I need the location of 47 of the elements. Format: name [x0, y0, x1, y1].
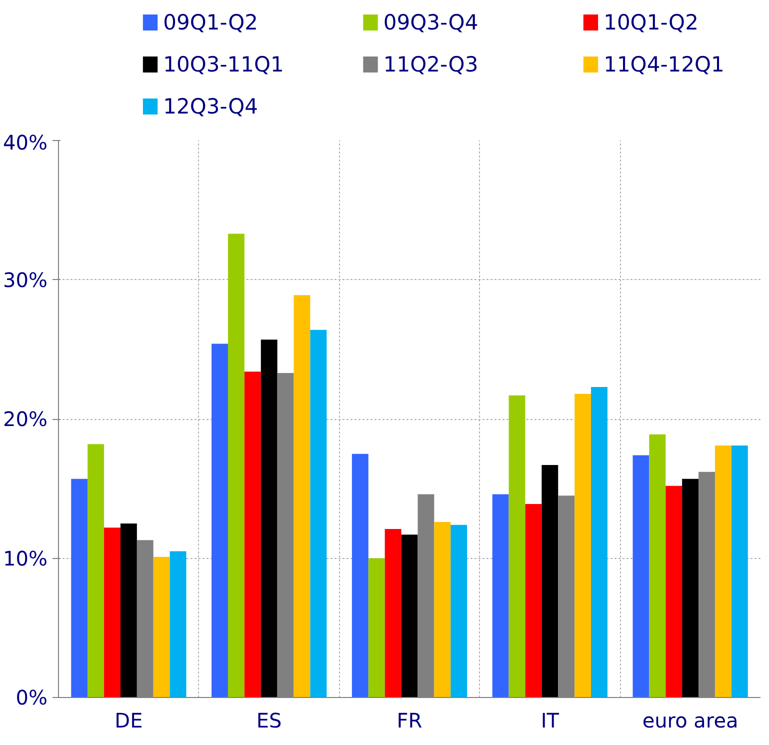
- x-tick-label: euro area: [642, 708, 738, 732]
- x-tick-label: DE: [114, 708, 143, 732]
- bar: [731, 445, 748, 698]
- bar: [71, 478, 88, 698]
- legend-label: 09Q3-Q4: [383, 10, 478, 34]
- bar: [244, 372, 261, 698]
- bar: [542, 464, 558, 698]
- bar: [574, 394, 592, 698]
- x-tick-label: FR: [396, 708, 422, 732]
- bar: [508, 395, 526, 698]
- bar: [525, 504, 542, 698]
- y-tick-label: 0%: [16, 686, 48, 710]
- bar: [88, 444, 104, 698]
- bar: [260, 340, 278, 698]
- bar: [352, 454, 368, 698]
- y-tick-label: 20%: [3, 407, 48, 431]
- y-tick-label: 30%: [3, 268, 48, 292]
- bar: [310, 330, 327, 698]
- bar: [434, 522, 451, 698]
- x-tick-label: ES: [256, 708, 282, 732]
- bar: [632, 455, 650, 698]
- bar: [384, 529, 402, 698]
- bar: [666, 486, 682, 698]
- legend-label: 11Q2-Q3: [383, 52, 478, 76]
- legend-label: 12Q3-Q4: [163, 94, 258, 118]
- y-tick-label: 10%: [3, 546, 48, 570]
- bar: [649, 434, 666, 698]
- bar: [368, 558, 385, 698]
- bar: [682, 478, 699, 698]
- legend-label: 09Q1-Q2: [163, 10, 258, 34]
- bar: [492, 494, 509, 698]
- legend-label: 10Q1-Q2: [604, 10, 698, 34]
- bar: [104, 528, 120, 698]
- bar: [228, 234, 244, 698]
- bar: [294, 295, 310, 698]
- bar: [450, 524, 468, 698]
- y-tick-label: 40%: [3, 130, 48, 154]
- bar: [591, 386, 608, 698]
- x-tick-label: IT: [540, 708, 560, 732]
- bar: [212, 344, 228, 698]
- bar: [170, 551, 186, 698]
- bar: [401, 534, 418, 698]
- bar: [153, 556, 170, 698]
- bar: [714, 445, 732, 698]
- bar: [120, 523, 137, 698]
- legend-label: 10Q3-11Q1: [163, 52, 284, 76]
- legend-label: 11Q4-12Q1: [604, 52, 724, 76]
